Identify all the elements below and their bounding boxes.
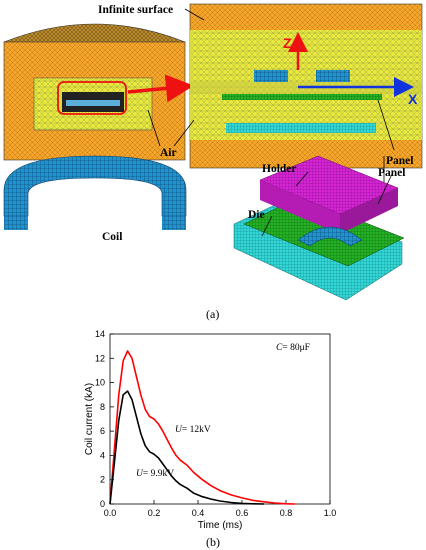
label-air: Air bbox=[160, 147, 177, 159]
series-lines bbox=[109, 350, 295, 505]
y-tick-label: 14 bbox=[95, 329, 105, 339]
coil-section-right bbox=[316, 70, 350, 82]
y-tick-label: 4 bbox=[100, 450, 105, 460]
x-tick-label: 1.0 bbox=[324, 508, 337, 518]
coil-section-left bbox=[254, 70, 288, 82]
label-infinite-surface: Infinite surface bbox=[98, 4, 173, 16]
x-axis-title: Time (ms) bbox=[198, 520, 243, 531]
y-axis-title: Coil current (kA) bbox=[84, 383, 95, 455]
series-line-0 bbox=[109, 350, 295, 505]
x-tick-label: 0.4 bbox=[192, 508, 205, 518]
y-tick-label: 8 bbox=[100, 402, 105, 412]
y-tick-label: 2 bbox=[100, 475, 105, 485]
y-ticks: 0 2 4 6 8 10 12 14 bbox=[95, 329, 114, 509]
x-tick-label: 0.8 bbox=[280, 508, 293, 518]
caption-a: (a) bbox=[206, 307, 219, 321]
label-coil: Coil bbox=[102, 231, 122, 243]
plot-area bbox=[109, 333, 331, 505]
label-holder: Holder bbox=[262, 163, 297, 175]
y-tick-label: 12 bbox=[95, 353, 105, 363]
x-tick-label: 0.0 bbox=[104, 508, 117, 518]
caption-b: (b) bbox=[206, 535, 220, 549]
x-tick-label: 0.2 bbox=[148, 508, 161, 518]
half-cylinder-model bbox=[2, 23, 187, 161]
capacitance-annotation: C= 80μF bbox=[276, 343, 310, 353]
red-series-label: U= 12kV bbox=[175, 425, 211, 435]
black-series-label: U= 9.9kV bbox=[136, 469, 174, 479]
coil-model bbox=[3, 155, 187, 230]
zoom-region-outline bbox=[57, 81, 127, 115]
zoom-arrow bbox=[127, 74, 194, 103]
coil-current-chart: 0.0 0.2 0.4 0.6 0.8 1.0 0 2 4 6 8 10 12 14 Time (ms)… bbox=[84, 329, 336, 531]
y-tick-label: 10 bbox=[95, 378, 105, 388]
y-tick-label: 6 bbox=[100, 426, 105, 436]
series-line-1 bbox=[109, 390, 265, 505]
zoomed-section: Z X bbox=[189, 3, 423, 169]
die-section bbox=[226, 123, 376, 133]
label-panel-assembly: Panel bbox=[378, 167, 405, 179]
leader-lines bbox=[147, 8, 395, 237]
x-tick-label: 0.6 bbox=[236, 508, 249, 518]
label-die: Die bbox=[248, 209, 265, 221]
die-assembly bbox=[233, 155, 405, 301]
label-panel: Panel bbox=[386, 155, 413, 167]
panel-section bbox=[222, 94, 382, 100]
x-axis-label: X bbox=[408, 91, 418, 107]
y-tick-label: 0 bbox=[100, 499, 105, 509]
z-axis-label: Z bbox=[283, 35, 292, 51]
